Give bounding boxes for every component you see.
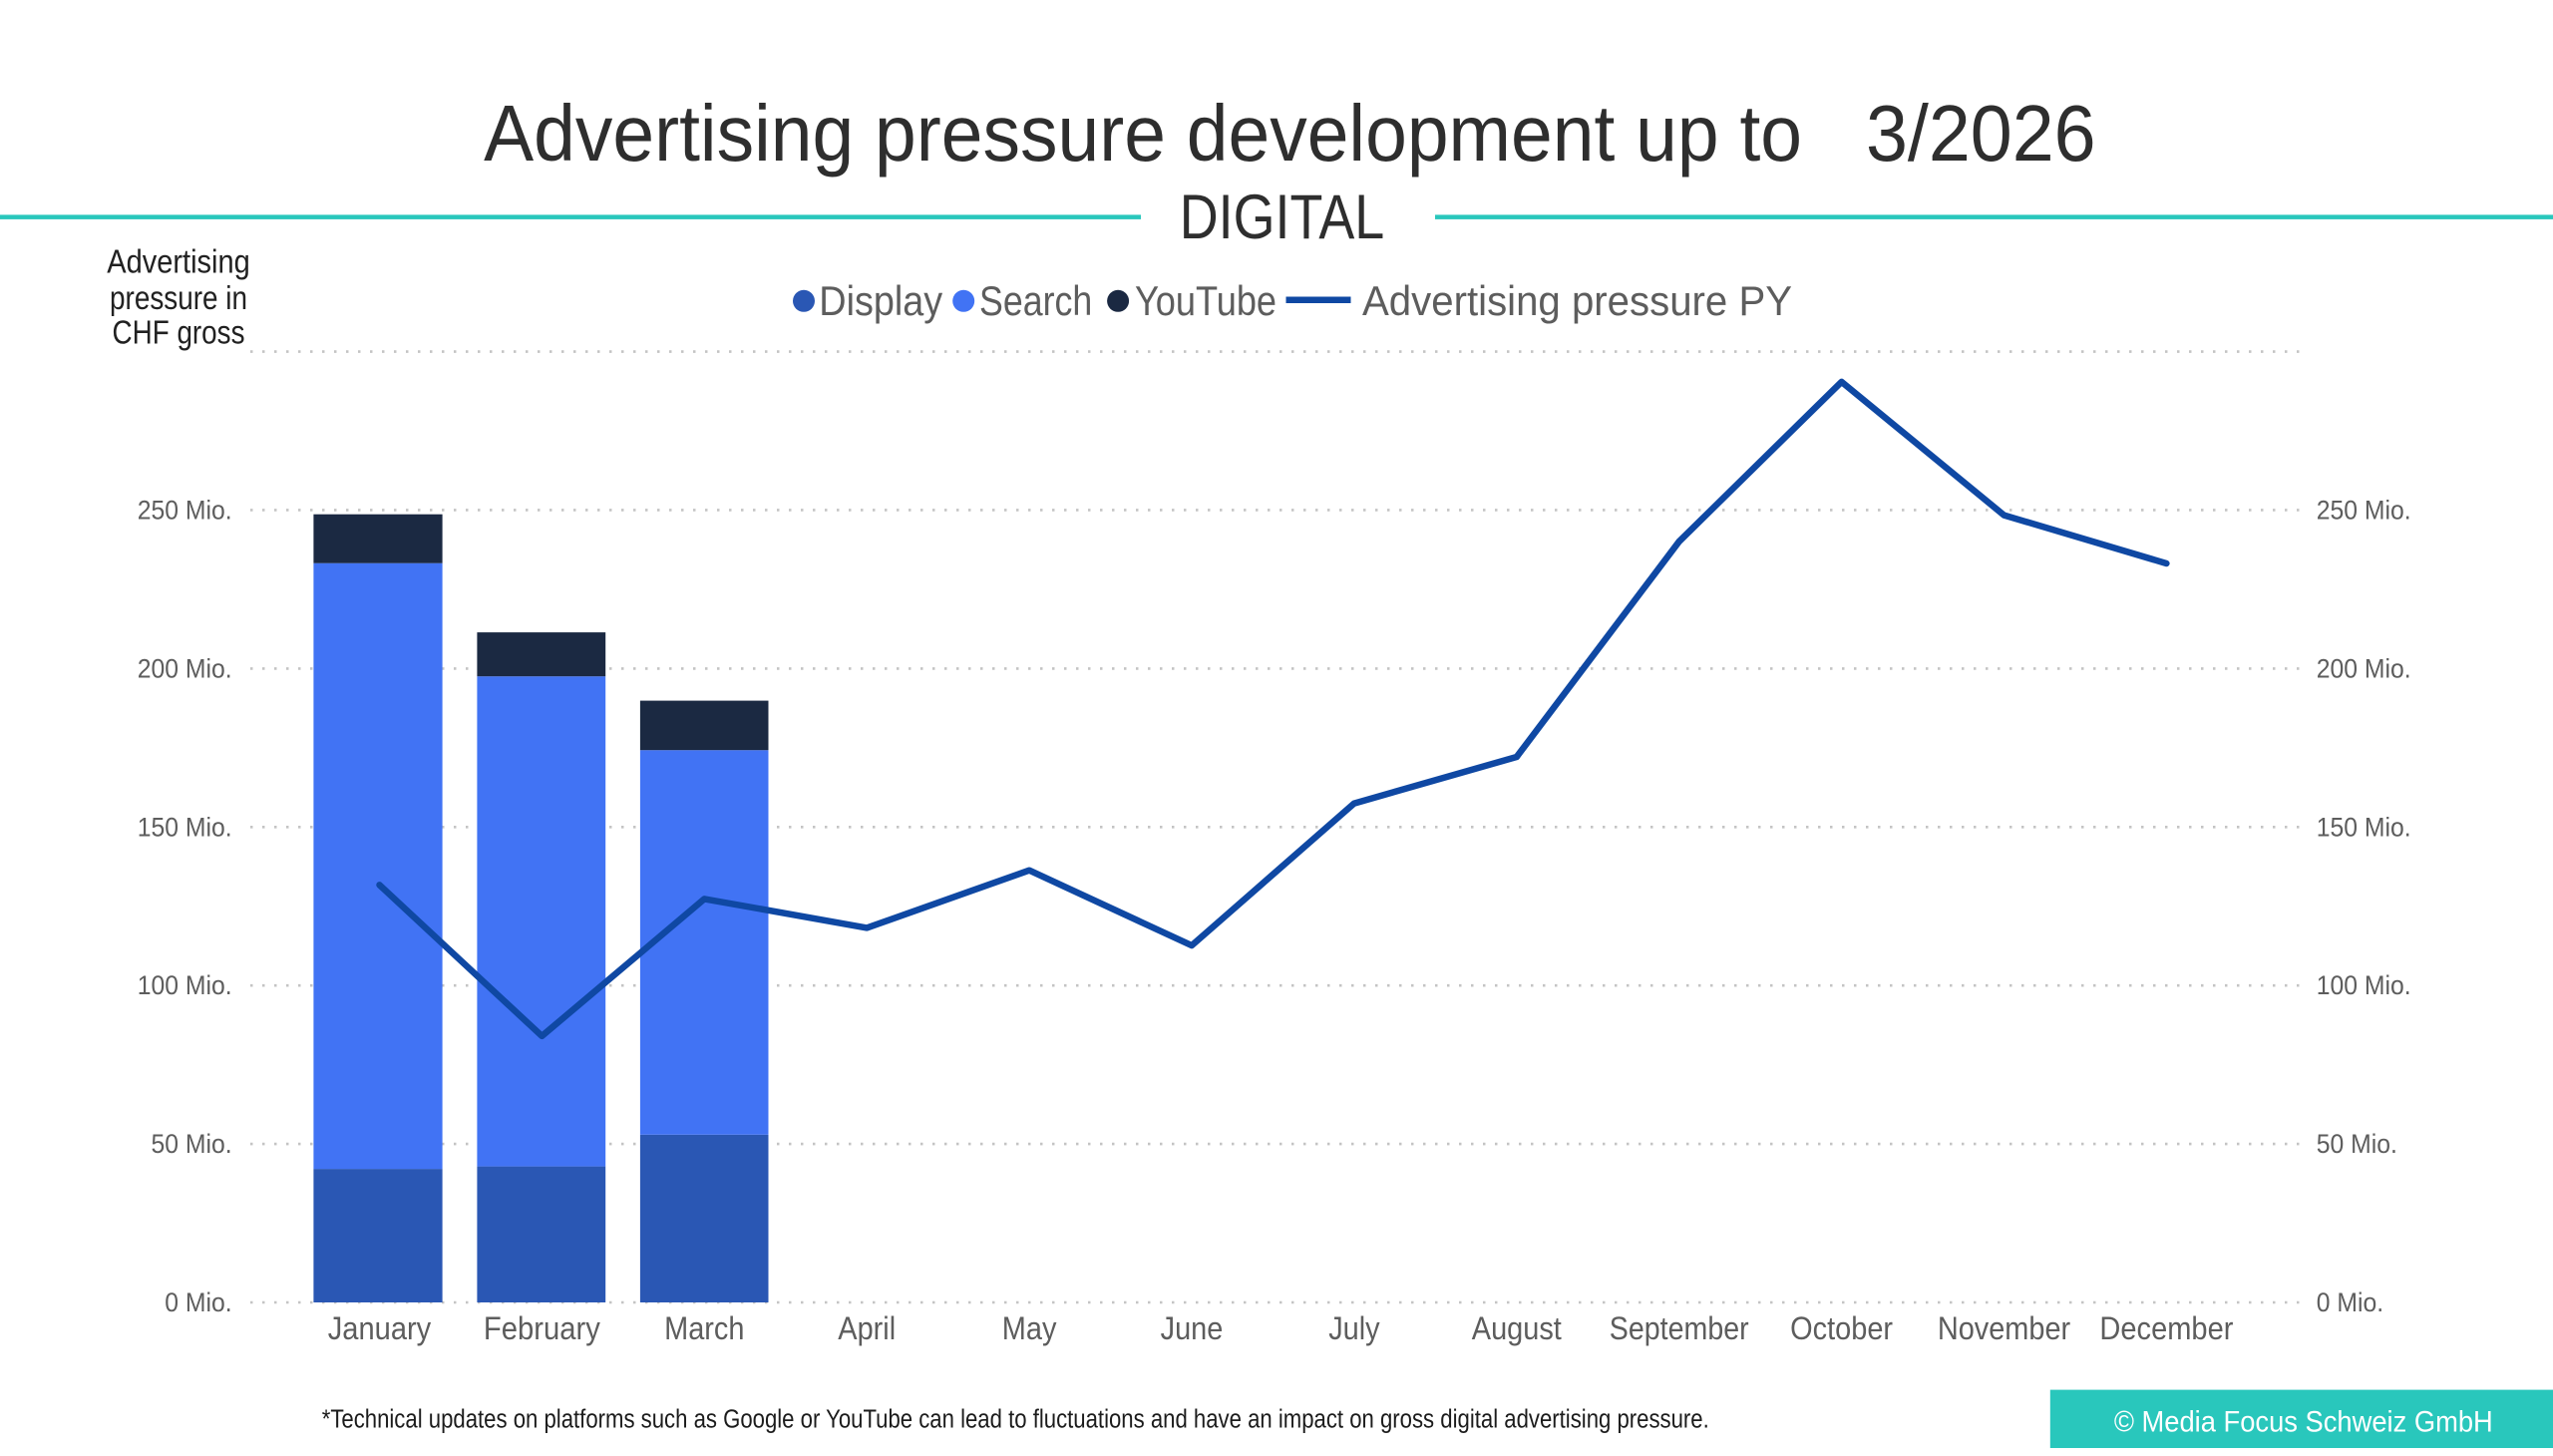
svg-text:YouTube: YouTube bbox=[1135, 279, 1276, 325]
svg-text:June: June bbox=[1161, 1309, 1224, 1346]
svg-text:*Technical updates on platform: *Technical updates on platforms such as … bbox=[322, 1405, 1709, 1434]
svg-text:September: September bbox=[1610, 1310, 1749, 1346]
svg-text:May: May bbox=[1002, 1309, 1057, 1346]
svg-text:January: January bbox=[328, 1309, 432, 1346]
svg-text:250 Mio.: 250 Mio. bbox=[138, 497, 232, 526]
svg-text:100 Mio.: 100 Mio. bbox=[138, 971, 232, 1000]
svg-text:DIGITAL: DIGITAL bbox=[1180, 182, 1385, 252]
svg-text:0 Mio.: 0 Mio. bbox=[2317, 1288, 2383, 1317]
svg-text:3/2026: 3/2026 bbox=[1866, 90, 2096, 179]
svg-text:50 Mio.: 50 Mio. bbox=[2317, 1130, 2397, 1159]
svg-text:July: July bbox=[1328, 1309, 1380, 1346]
svg-text:Search: Search bbox=[979, 278, 1092, 324]
svg-text:100 Mio.: 100 Mio. bbox=[2317, 971, 2411, 1000]
svg-text:February: February bbox=[484, 1310, 601, 1347]
svg-text:March: March bbox=[664, 1309, 744, 1346]
svg-text:200 Mio.: 200 Mio. bbox=[138, 655, 232, 684]
svg-text:250 Mio.: 250 Mio. bbox=[2317, 497, 2411, 526]
svg-text:November: November bbox=[1938, 1309, 2070, 1346]
svg-text:Advertising: Advertising bbox=[107, 243, 249, 280]
svg-text:50 Mio.: 50 Mio. bbox=[151, 1130, 231, 1159]
svg-text:Display: Display bbox=[819, 278, 942, 324]
svg-text:August: August bbox=[1472, 1309, 1562, 1346]
svg-text:pressure in: pressure in bbox=[110, 280, 247, 317]
svg-text:150 Mio.: 150 Mio. bbox=[138, 814, 232, 843]
svg-text:Advertising pressure developme: Advertising pressure development up to bbox=[484, 90, 1802, 179]
svg-text:0 Mio.: 0 Mio. bbox=[165, 1288, 231, 1317]
svg-text:200 Mio.: 200 Mio. bbox=[2317, 655, 2411, 684]
svg-text:April: April bbox=[838, 1309, 896, 1346]
svg-text:150 Mio.: 150 Mio. bbox=[2317, 814, 2411, 843]
svg-text:October: October bbox=[1790, 1309, 1893, 1346]
svg-text:CHF gross: CHF gross bbox=[113, 315, 245, 352]
svg-text:Advertising pressure PY: Advertising pressure PY bbox=[1362, 277, 1792, 324]
svg-text:December: December bbox=[2099, 1309, 2233, 1346]
svg-text:© Media Focus Schweiz GmbH: © Media Focus Schweiz GmbH bbox=[2114, 1405, 2493, 1438]
